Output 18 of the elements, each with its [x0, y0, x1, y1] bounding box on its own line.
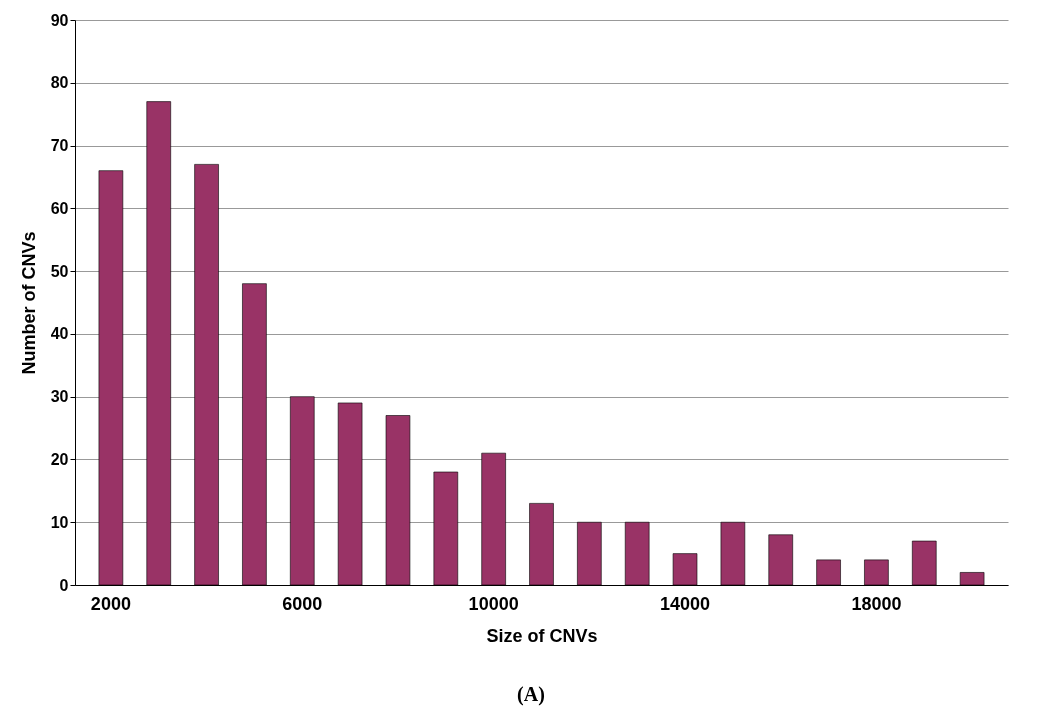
x-axis-title: Size of CNVs: [486, 625, 598, 646]
y-tick-label: 20: [50, 450, 69, 468]
y-tick-label: 80: [50, 74, 69, 92]
y-tick-label: 70: [50, 137, 69, 155]
y-tick-label: 50: [50, 262, 69, 280]
y-tick-label: 0: [59, 576, 69, 594]
x-tick-label: 6000: [282, 593, 323, 614]
y-tick-label: 90: [50, 11, 69, 29]
y-axis-title: Number of CNVs: [18, 231, 39, 375]
x-tick-label: 18000: [851, 593, 902, 614]
y-tick-label: 10: [50, 513, 69, 531]
y-tick-label: 60: [50, 199, 69, 217]
x-tick-label: 14000: [660, 593, 711, 614]
y-tick-label: 40: [50, 325, 69, 343]
x-tick-label: 2000: [90, 593, 131, 614]
x-tick-label: 10000: [468, 593, 519, 614]
y-tick-label: 30: [50, 388, 69, 406]
text: (A): [516, 683, 546, 706]
